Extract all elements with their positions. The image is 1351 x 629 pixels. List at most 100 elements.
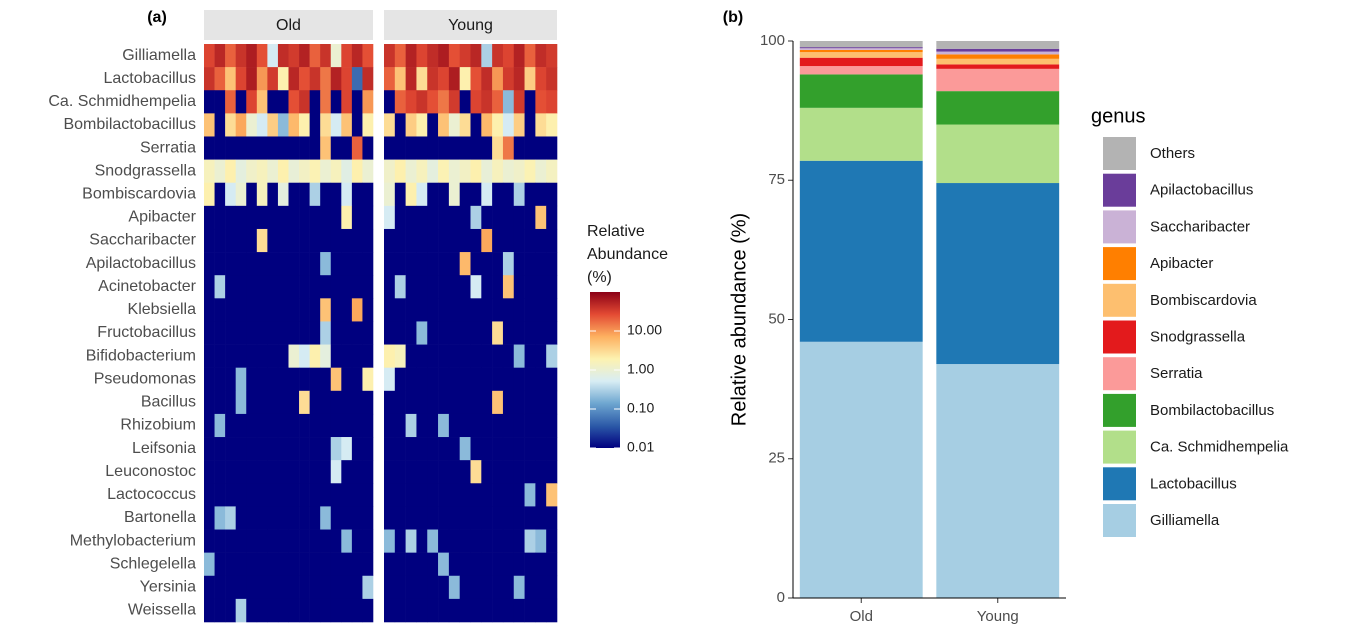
heat-cell <box>416 413 428 438</box>
heat-cell <box>330 44 342 68</box>
heat-cell <box>405 182 417 207</box>
heat-cell <box>204 298 215 322</box>
legend-key <box>1103 320 1136 354</box>
heat-cell <box>235 506 247 530</box>
legend-key <box>1103 283 1136 317</box>
heat-cell <box>330 252 342 276</box>
row-label: Methylobacterium <box>70 532 196 549</box>
heat-cell <box>330 506 342 530</box>
heat-cell <box>384 575 396 600</box>
heat-cell <box>214 483 226 507</box>
heat-cell <box>481 506 493 530</box>
heat-cell <box>351 321 363 345</box>
heat-cell <box>320 483 332 507</box>
heat-cell <box>277 136 289 160</box>
heat-cell <box>267 67 279 91</box>
y-tick-label: 25 <box>768 450 785 467</box>
heat-cell <box>235 205 247 230</box>
heat-cell <box>513 113 525 137</box>
heat-cell <box>341 367 353 392</box>
heat-cell <box>362 252 374 276</box>
heat-cell <box>448 228 460 253</box>
heat-cell <box>470 90 482 114</box>
heat-cell <box>320 67 332 91</box>
heat-cell <box>330 275 342 299</box>
heat-cell <box>513 321 525 345</box>
heat-cell <box>320 367 332 392</box>
heat-cell <box>235 113 247 137</box>
heat-cell <box>214 136 226 160</box>
heat-cell <box>546 159 558 184</box>
heat-cell <box>246 483 258 507</box>
heat-cell <box>546 136 558 160</box>
heat-cell <box>288 529 300 553</box>
heat-cell <box>416 529 428 553</box>
heat-cell <box>394 90 406 114</box>
heat-cell <box>405 298 417 322</box>
heat-cell <box>502 90 515 114</box>
heat-cell <box>470 460 482 484</box>
row-label: Saccharibacter <box>89 232 196 249</box>
heat-cell <box>330 298 342 322</box>
heat-cell <box>438 205 450 230</box>
heat-cell <box>524 113 536 137</box>
heat-cell <box>299 552 310 577</box>
heat-cell <box>309 390 321 415</box>
heat-cell <box>459 460 471 484</box>
heat-cell <box>405 205 417 230</box>
heat-cell <box>448 460 460 484</box>
heat-cell <box>427 90 439 114</box>
heat-cell <box>513 205 525 230</box>
heat-cell <box>277 182 289 207</box>
legend-key <box>1103 467 1136 501</box>
heat-cell <box>535 67 547 91</box>
heat-cell <box>384 367 396 392</box>
heat-cell <box>448 67 460 91</box>
row-label: Bifidobacterium <box>86 347 196 364</box>
bar-segment <box>799 41 923 48</box>
heat-cell <box>492 367 504 392</box>
heat-cell <box>235 44 247 68</box>
heat-cell <box>470 483 482 507</box>
heat-cell <box>351 529 363 553</box>
heat-cell <box>448 529 460 553</box>
heat-cell <box>459 506 471 530</box>
heat-cell <box>341 136 353 160</box>
heat-cell <box>513 460 525 484</box>
heat-cell <box>246 252 258 276</box>
heat-cell <box>351 44 363 68</box>
heat-cell <box>502 275 515 299</box>
heat-cell <box>256 182 268 207</box>
bar-segment <box>799 49 923 53</box>
heat-cell <box>405 460 417 484</box>
heat-cell <box>351 275 363 299</box>
heat-cell <box>320 252 332 276</box>
legend-label: Apilactobacillus <box>1150 182 1253 199</box>
heat-cell <box>351 228 363 253</box>
facet-strip <box>384 10 557 40</box>
heat-cell <box>470 252 482 276</box>
heat-cell <box>256 159 268 184</box>
heat-cell <box>416 575 428 600</box>
heat-cell <box>277 275 289 299</box>
heat-cell <box>235 529 247 553</box>
heat-cell <box>535 159 547 184</box>
heat-cell <box>267 437 279 461</box>
heat-cell <box>288 159 300 184</box>
bar-segment <box>936 48 1060 52</box>
heat-cell <box>288 321 300 345</box>
heat-cell <box>309 90 321 114</box>
heat-cell <box>535 575 547 600</box>
heat-cell <box>416 367 428 392</box>
heat-cell <box>427 298 439 322</box>
heat-cell <box>330 205 342 230</box>
heat-cell <box>225 598 236 623</box>
heat-cell <box>351 460 363 484</box>
heat-cell <box>330 598 342 623</box>
bar-segment <box>936 364 1060 598</box>
heat-cell <box>513 575 525 600</box>
heat-cell <box>362 413 374 438</box>
heat-cell <box>459 275 471 299</box>
heat-cell <box>524 413 536 438</box>
heat-cell <box>267 113 279 137</box>
